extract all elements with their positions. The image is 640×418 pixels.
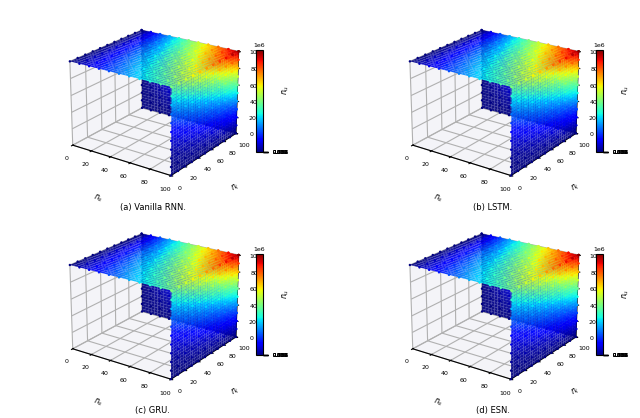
Text: (a) Vanilla RNN.: (a) Vanilla RNN. [120, 203, 186, 212]
Title: 1e6: 1e6 [594, 43, 605, 48]
Title: 1e6: 1e6 [253, 43, 266, 48]
X-axis label: $n_s$: $n_s$ [92, 396, 104, 409]
X-axis label: $n_s$: $n_s$ [432, 396, 444, 409]
Y-axis label: $n_i$: $n_i$ [229, 385, 242, 398]
Y-axis label: $n_i$: $n_i$ [229, 181, 242, 194]
Text: (c) GRU.: (c) GRU. [136, 406, 170, 415]
Y-axis label: $n_i$: $n_i$ [570, 385, 582, 398]
X-axis label: $n_s$: $n_s$ [92, 192, 104, 205]
Title: 1e6: 1e6 [253, 247, 266, 252]
Text: (b) LSTM.: (b) LSTM. [474, 203, 513, 212]
Title: 1e6: 1e6 [594, 247, 605, 252]
Y-axis label: $n_i$: $n_i$ [570, 181, 582, 194]
X-axis label: $n_s$: $n_s$ [432, 192, 444, 205]
Text: (d) ESN.: (d) ESN. [476, 406, 510, 415]
